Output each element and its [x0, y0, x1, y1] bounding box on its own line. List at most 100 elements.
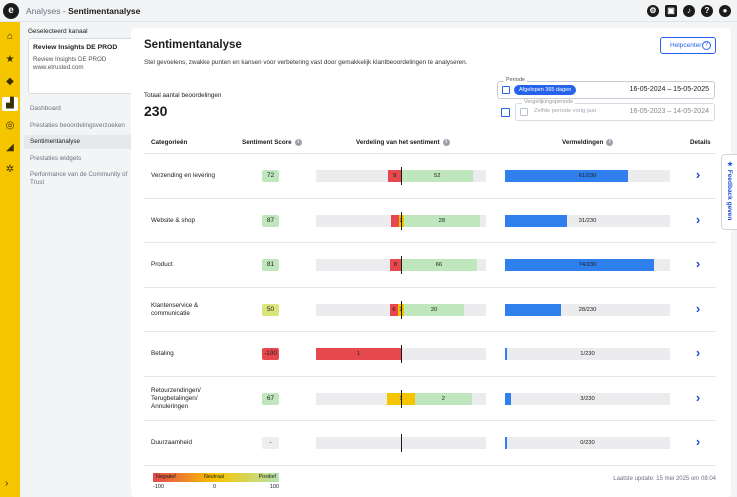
sentiment-score: 81	[262, 259, 279, 271]
calendar-icon	[520, 108, 528, 116]
header-mentions-label: Vermeldingen	[562, 139, 604, 147]
nav-item-community[interactable]: Performance van de Community of Trust	[30, 171, 128, 186]
negative-segment[interactable]: 9	[388, 170, 401, 182]
table-row: Retourzendingen/ Terugbetalingen/ Annule…	[144, 377, 716, 421]
shield-icon[interactable]: ◆	[6, 76, 14, 87]
chevron-right-icon[interactable]: ›	[695, 167, 701, 182]
gear-icon[interactable]: ✲	[5, 164, 15, 175]
table-row: Duurzaamheid - 0/230 ›	[144, 421, 716, 466]
logo-icon[interactable]: e	[3, 3, 19, 19]
negative-segment[interactable]	[390, 214, 399, 227]
positive-segment[interactable]: 20	[403, 303, 465, 316]
center-line	[401, 300, 402, 319]
chart-icon[interactable]: ▟	[2, 97, 18, 111]
info-icon[interactable]: i	[294, 139, 302, 146]
header-details: Details	[690, 139, 711, 146]
mentions-count: 3/230	[580, 395, 595, 402]
mentions-bar: 3/230	[505, 392, 670, 405]
mentions-count: 28/230	[578, 306, 597, 313]
user-icon[interactable]: ●	[719, 5, 731, 17]
mentions-bar: 28/230	[505, 303, 670, 316]
negative-segment[interactable]: 8	[389, 259, 401, 271]
channel-sub-name: Review Insights DE PROD	[33, 56, 107, 63]
table-row: Product 81 8 66 74/230 ›	[144, 243, 716, 288]
compare-dates: 16-05-2023 – 14-05-2024	[629, 108, 709, 115]
sentiment-distribution-bar: 1	[316, 345, 486, 363]
compare-checkbox[interactable]	[501, 108, 510, 117]
category-name: Betaling	[151, 350, 174, 357]
sentiment-score: 72	[262, 170, 279, 182]
chevron-right-icon[interactable]: ›	[695, 256, 701, 271]
category-name: Website & shop	[151, 216, 195, 224]
sentiment-score: -	[262, 437, 279, 449]
home-icon[interactable]: ⌂	[6, 31, 14, 42]
sentiment-score: 87	[262, 214, 279, 227]
info-icon[interactable]: i	[442, 139, 450, 146]
period-picker[interactable]: Periode Afgelopen 365 dagen 16-05-2024 –…	[497, 77, 715, 99]
positive-segment[interactable]: 52	[401, 170, 474, 182]
period-chip: Afgelopen 365 dagen	[514, 85, 577, 95]
star-icon[interactable]: ★	[5, 54, 15, 65]
left-rail: ⌂ ★ ◆ ▟ ◎ ◢ ✲ ›	[0, 22, 20, 497]
last-updated: Laatste update: 15 mei 2025 om 08:04	[613, 476, 716, 482]
positive-segment[interactable]: 2	[415, 392, 472, 405]
mentions-fill	[505, 303, 562, 316]
category-name: Klantenservice & communicatie	[151, 301, 199, 317]
nav-item-review-requests[interactable]: Prestaties beoordelingsverzoeken	[30, 121, 125, 129]
compare-period-picker[interactable]: Vergelijkingsperiode Zelfde periode vori…	[515, 99, 715, 121]
chevron-right-icon[interactable]: ›	[695, 389, 701, 405]
negative-segment[interactable]: 1	[316, 348, 401, 360]
sentiment-distribution-bar: 12	[316, 389, 486, 408]
sentiment-score: -100	[262, 348, 279, 360]
page-description: Stel gevoelens, zwakke punten en kansen …	[144, 59, 468, 66]
chevron-right-icon[interactable]: ›	[695, 211, 701, 227]
category-name: Duurzaamheid	[151, 439, 192, 446]
mentions-count: 74/230	[578, 262, 597, 268]
chevron-right-icon[interactable]: ›	[5, 478, 9, 489]
table-row: Website & shop 87 228 31/230 ›	[144, 199, 716, 243]
gift-icon[interactable]: ▣	[665, 5, 677, 17]
page-title: Sentimentanalyse	[144, 39, 242, 51]
chevron-right-icon[interactable]: ›	[695, 300, 701, 316]
mentions-fill	[505, 437, 507, 449]
channel-url: www.etrusted.com	[33, 64, 84, 71]
total-reviews-value: 230	[144, 103, 168, 119]
clock-icon[interactable]: ◎	[5, 120, 15, 131]
top-bar: e Analyses - Sentimentanalyse ⚙ ▣ ♪ ? ●	[0, 0, 737, 22]
negative-segment[interactable]: 6	[389, 303, 399, 316]
settings-icon[interactable]: ⚙	[647, 5, 659, 17]
period-label: Periode	[504, 77, 527, 83]
positive-segment[interactable]: 28	[403, 214, 481, 227]
mentions-bar: 61/230	[505, 170, 670, 182]
legend-neutral: Neutraal	[204, 474, 225, 480]
header-score-label: Sentiment Score	[242, 139, 292, 147]
nav-item-widgets[interactable]: Prestaties widgets	[30, 154, 82, 162]
sentiment-distribution-bar: 228	[316, 211, 486, 230]
info-icon[interactable]: i	[606, 139, 614, 146]
neutral-segment[interactable]: 2	[398, 303, 404, 316]
nav-item-dashboard[interactable]: Dashboard	[30, 105, 61, 112]
bell-icon[interactable]: ♪	[683, 5, 695, 17]
legend-min: -100	[153, 484, 165, 490]
nav-item-sentiment[interactable]: Sentimentanalyse	[24, 135, 140, 149]
positive-segment[interactable]: 66	[401, 259, 477, 271]
mentions-fill	[505, 348, 507, 360]
secondary-nav: Geselecteerd kanaal Review Insights DE P…	[20, 22, 144, 497]
legend-max: 100	[269, 484, 279, 490]
helpcenter-button[interactable]: Helpcenter ?	[660, 37, 716, 54]
megaphone-icon[interactable]: ◢	[6, 142, 14, 153]
sentiment-distribution-bar: 6220	[316, 300, 486, 319]
mentions-bar: 74/230	[505, 259, 670, 271]
question-icon: ?	[702, 41, 711, 50]
channel-selector[interactable]: Review Insights DE PROD Review Insights …	[28, 38, 144, 96]
center-line	[401, 345, 402, 363]
help-icon[interactable]: ?	[701, 5, 713, 17]
chevron-right-icon[interactable]: ›	[695, 345, 701, 360]
sentiment-distribution-bar: 8 66	[316, 256, 486, 274]
breadcrumb-parent[interactable]: Analyses	[26, 6, 61, 16]
legend-positive: Positief	[258, 474, 276, 480]
period-dates: 16-05-2024 – 15-05-2025	[629, 86, 709, 93]
breadcrumb-separator: -	[62, 6, 66, 16]
feedback-tab[interactable]: ★ Feedback geven	[721, 154, 737, 230]
chevron-right-icon[interactable]: ›	[695, 434, 701, 449]
